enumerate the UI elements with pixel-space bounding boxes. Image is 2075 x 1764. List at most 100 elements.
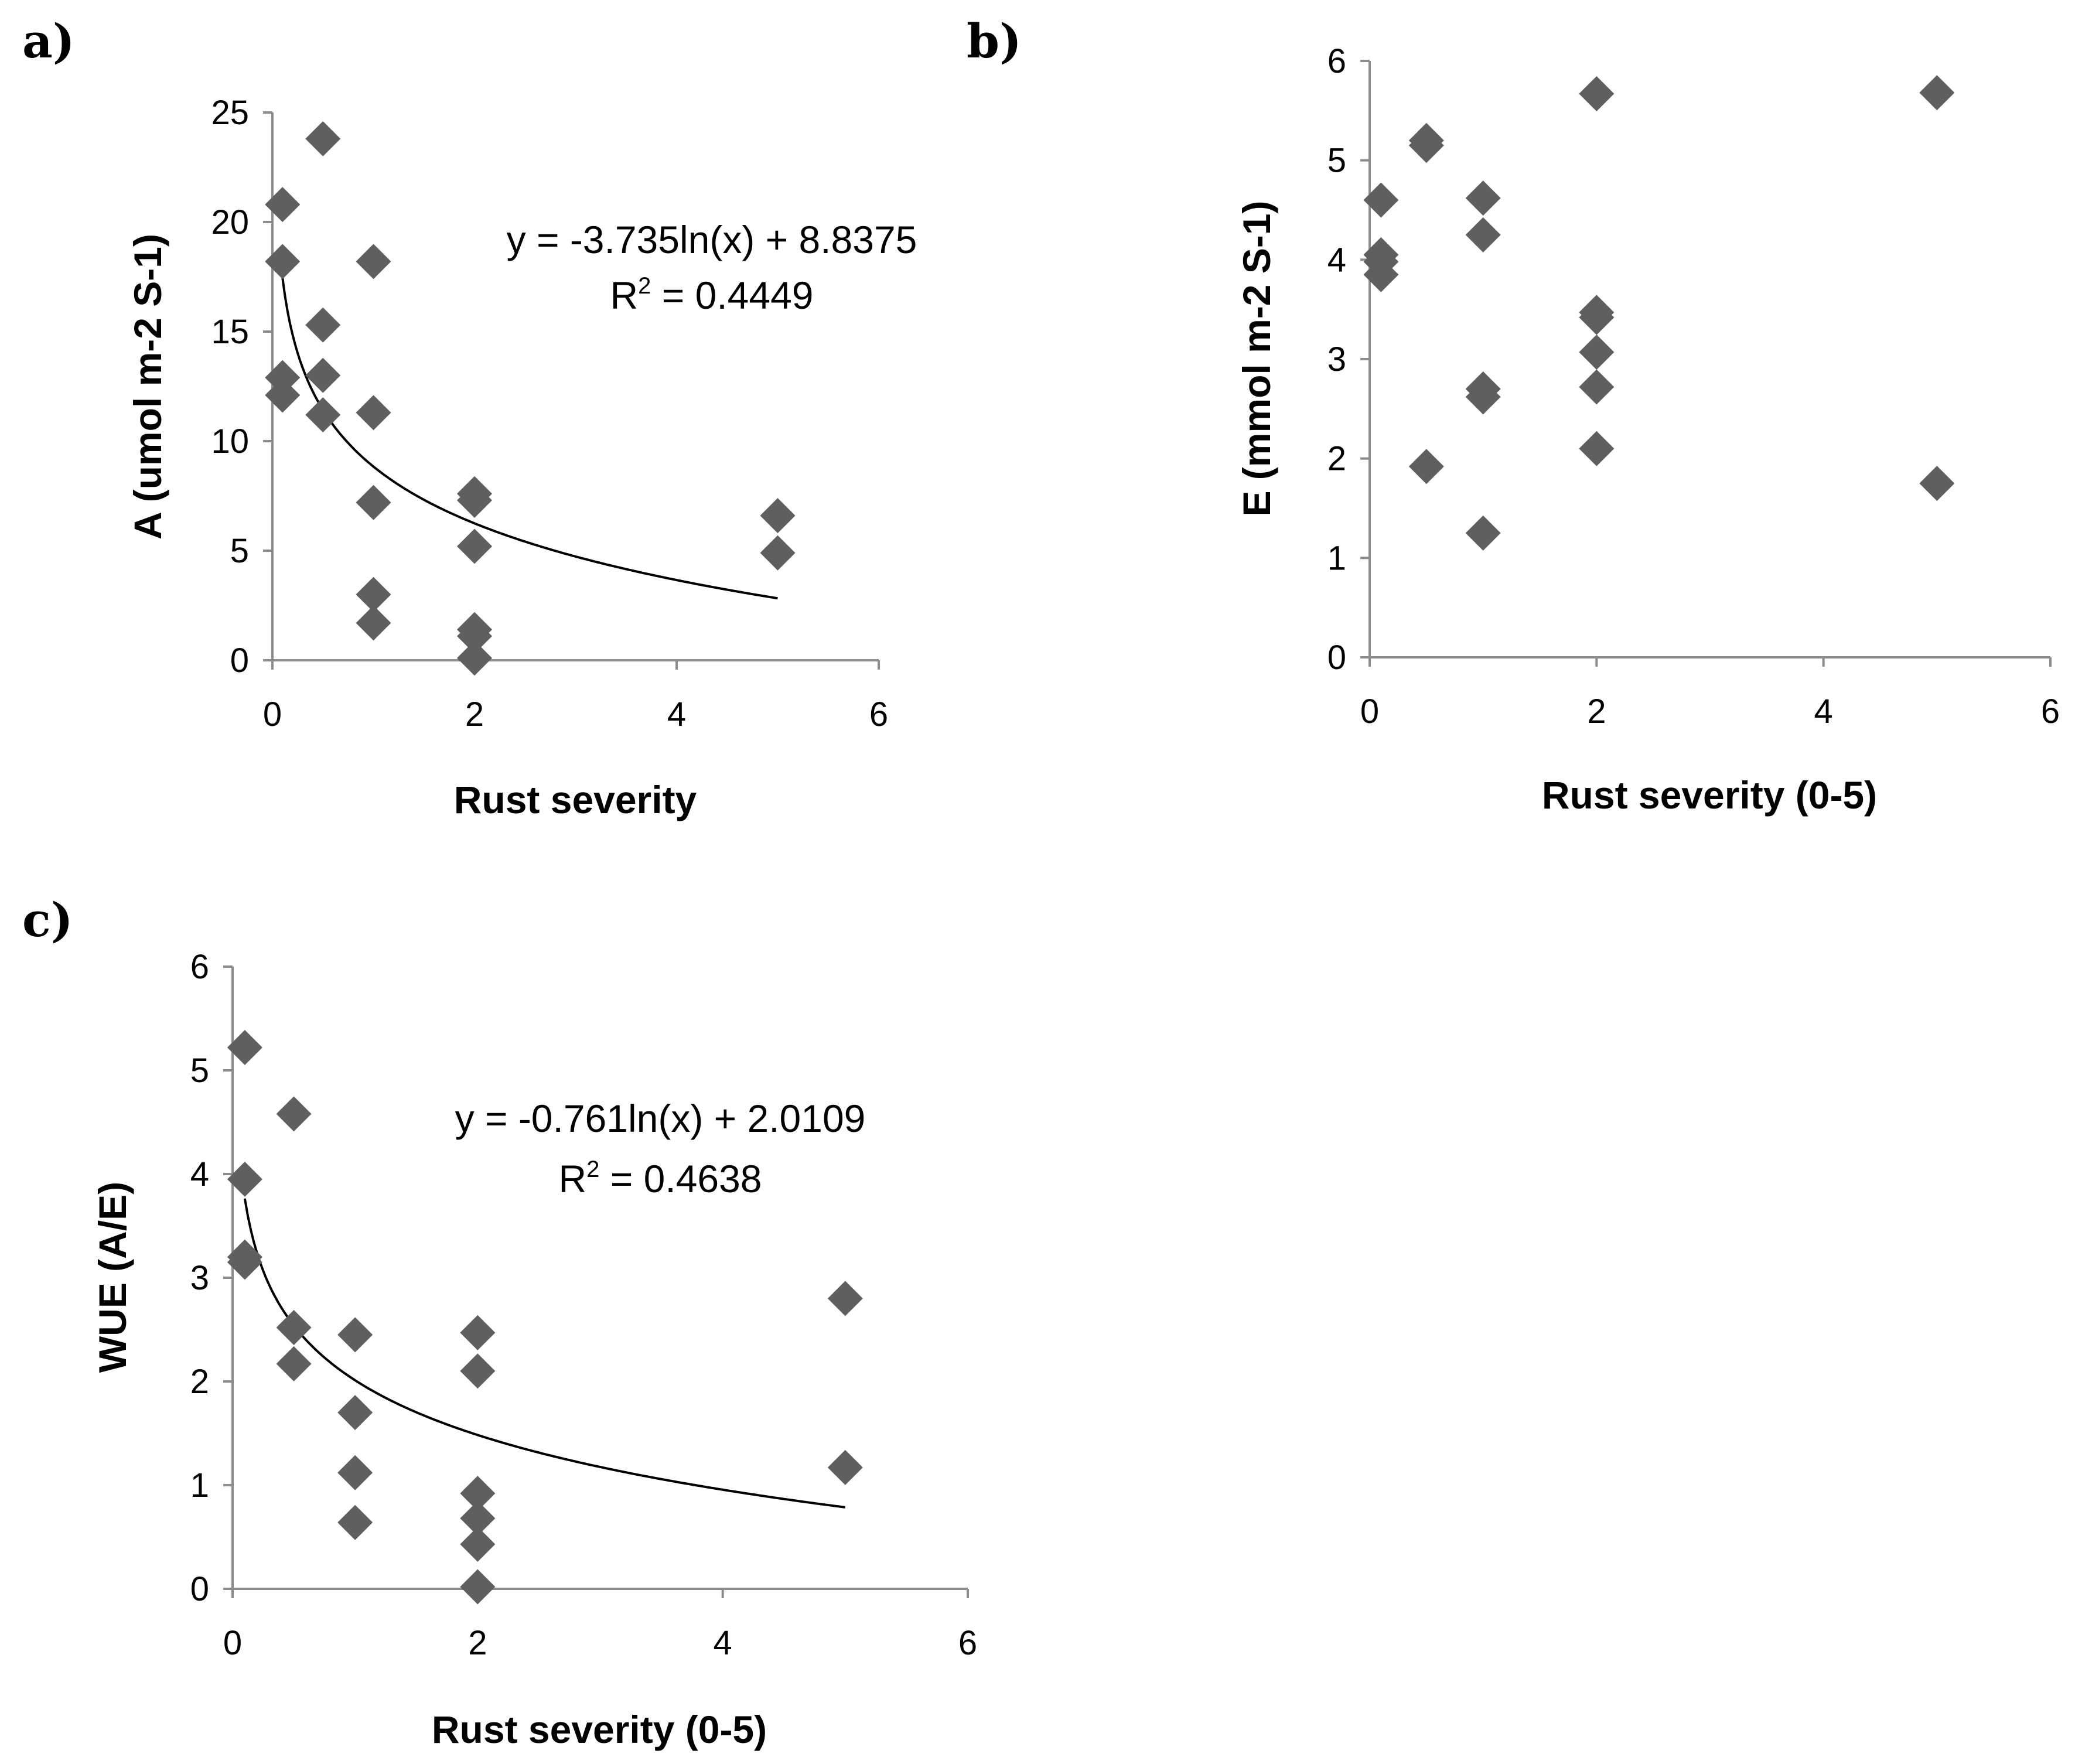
panel-c-ticks: 0 1 2 3 4 5 6 0 2 4 6 (190, 948, 977, 1662)
panel-c-y-tick-label: 2 (190, 1363, 209, 1401)
panel-c-data-point (827, 1449, 863, 1485)
panel-b-y-tick-label: 5 (1327, 142, 1346, 180)
panel-c-x-tick-label: 6 (958, 1624, 977, 1662)
panel-c-data-point (276, 1346, 312, 1381)
panel-b-y-title: E (mmol m-2 S-1) (1235, 200, 1278, 516)
panel-c-y-title: WUE (A/E) (91, 1182, 134, 1373)
panel-a-data-point (356, 395, 391, 431)
panel-b-ticks: 0 1 2 3 4 5 6 0 2 4 6 (1327, 42, 2060, 731)
panel-a-data-point (457, 640, 492, 676)
panel-c-data-point (460, 1476, 496, 1511)
panel-a-r2-value: = 0.4449 (651, 274, 813, 317)
panel-b-data-point (1465, 217, 1501, 253)
panel-c-r2-sup: 2 (586, 1156, 599, 1182)
panel-a-x-tick-label: 2 (465, 695, 484, 733)
panel-b-data-point (1465, 515, 1501, 551)
panel-c-data-point (227, 1244, 262, 1280)
panel-b-y-tick-label: 1 (1327, 539, 1346, 577)
panel-a-data-point (305, 357, 341, 393)
panel-c-r-squared: R2 = 0.4638 (558, 1156, 762, 1200)
panel-a-equation: y = -3.735ln(x) + 8.8375 (507, 218, 917, 261)
panel-a-data-point (457, 618, 492, 654)
panel-a-y-tick-label: 15 (211, 313, 249, 351)
panel-b-data-point (1408, 128, 1444, 163)
panel-c-y-tick-label: 3 (190, 1259, 209, 1297)
panel-a-x-tick-label: 4 (667, 695, 686, 733)
panel-c-x-title: Rust severity (0-5) (432, 1708, 767, 1751)
panel-c-data-point (337, 1455, 373, 1490)
panel-b-data-point (1579, 335, 1615, 370)
panel-c-data-point (460, 1569, 496, 1605)
panel-c-data-point (337, 1317, 373, 1353)
panel-b: b) 0 1 2 3 4 5 6 0 2 4 6 Rust severity (0-5) E (mm… (967, 13, 2060, 817)
panel-b-data-point (1465, 379, 1501, 415)
panel-b-data-point (1408, 449, 1444, 484)
panel-a-y-tick-label: 0 (230, 642, 249, 680)
panel-c-data-point (460, 1500, 496, 1536)
panel-c-x-tick-label: 4 (714, 1624, 732, 1662)
panel-c-y-tick-label: 6 (190, 948, 209, 986)
panel-c-data-point (337, 1395, 373, 1431)
panel-a-data-point (760, 535, 796, 571)
panel-a-data-point (305, 307, 341, 343)
panel-a-data-point (305, 397, 341, 433)
panel-b-x-tick-label: 2 (1587, 692, 1606, 731)
panel-b-data-point (1579, 369, 1615, 405)
panel-a-label: a) (22, 13, 75, 69)
panel-b-x-tick-label: 4 (1814, 692, 1833, 731)
panel-c-data-point (460, 1353, 496, 1389)
panel-a-data-point (356, 244, 391, 279)
panel-b-y-tick-label: 2 (1327, 440, 1346, 478)
panel-c-data-point (827, 1281, 863, 1316)
panel-a-data-point (305, 121, 341, 156)
panel-a-y-tick-label: 10 (211, 422, 249, 460)
panel-c-x-tick-label: 2 (468, 1624, 487, 1662)
panel-a-r2-prefix: R (610, 274, 638, 317)
panel-a-data-point (265, 377, 301, 413)
panel-b-data-point (1363, 257, 1399, 292)
panel-b-y-tick-label: 0 (1327, 639, 1346, 677)
panel-b-x-tick-label: 0 (1360, 692, 1379, 731)
panel-c-data-point (276, 1096, 312, 1132)
panel-c-data-point (460, 1526, 496, 1562)
panel-a-data-point (457, 482, 492, 518)
panel-c-y-tick-label: 4 (190, 1155, 209, 1193)
panel-c-data-point (337, 1504, 373, 1540)
panel-a-x-tick-label: 6 (869, 695, 888, 733)
panel-c-points (227, 1030, 863, 1605)
panel-a-data-point (356, 605, 391, 641)
panel-a-data-point (760, 498, 796, 534)
panel-b-data-point (1919, 75, 1955, 111)
panel-a-y-title: A (umol m-2 S-1) (126, 234, 169, 540)
panel-a-ticks: 0 5 10 15 20 25 0 2 4 6 (211, 94, 888, 733)
panel-c-data-point (227, 1161, 262, 1197)
panel-a-y-tick-label: 20 (211, 203, 249, 241)
panel-a-x-title: Rust severity (454, 778, 697, 821)
panel-a-y-tick-label: 25 (211, 94, 249, 132)
panel-a: a) 0 5 10 15 20 25 0 2 4 6 y = -3.735ln(x) + 8.83… (22, 13, 917, 821)
panel-c-y-tick-label: 1 (190, 1466, 209, 1504)
panel-a-x-tick-label: 0 (263, 695, 282, 733)
panel-a-data-point (265, 244, 301, 279)
panel-b-y-tick-label: 6 (1327, 42, 1346, 80)
panel-b-x-title: Rust severity (0-5) (1542, 773, 1877, 817)
panel-c-x-tick-label: 0 (223, 1624, 242, 1662)
panel-c-data-point (227, 1030, 262, 1066)
panel-c-y-tick-label: 0 (190, 1570, 209, 1608)
panel-c-y-tick-label: 5 (190, 1052, 209, 1090)
panel-b-x-tick-label: 6 (2041, 692, 2060, 731)
panel-b-data-point (1465, 180, 1501, 216)
panel-a-points (265, 121, 796, 676)
panel-b-data-point (1579, 431, 1615, 466)
panel-b-y-tick-label: 4 (1327, 241, 1346, 279)
panel-b-data-point (1579, 76, 1615, 111)
panel-a-data-point (356, 576, 391, 612)
panel-c-equation: y = -0.761ln(x) + 2.0109 (455, 1097, 866, 1140)
panel-c-data-point (460, 1315, 496, 1350)
panel-a-r-squared: R2 = 0.4449 (610, 273, 813, 317)
panel-b-data-point (1363, 182, 1399, 218)
panel-a-data-point (265, 187, 301, 223)
panel-c-label: c) (22, 892, 73, 947)
